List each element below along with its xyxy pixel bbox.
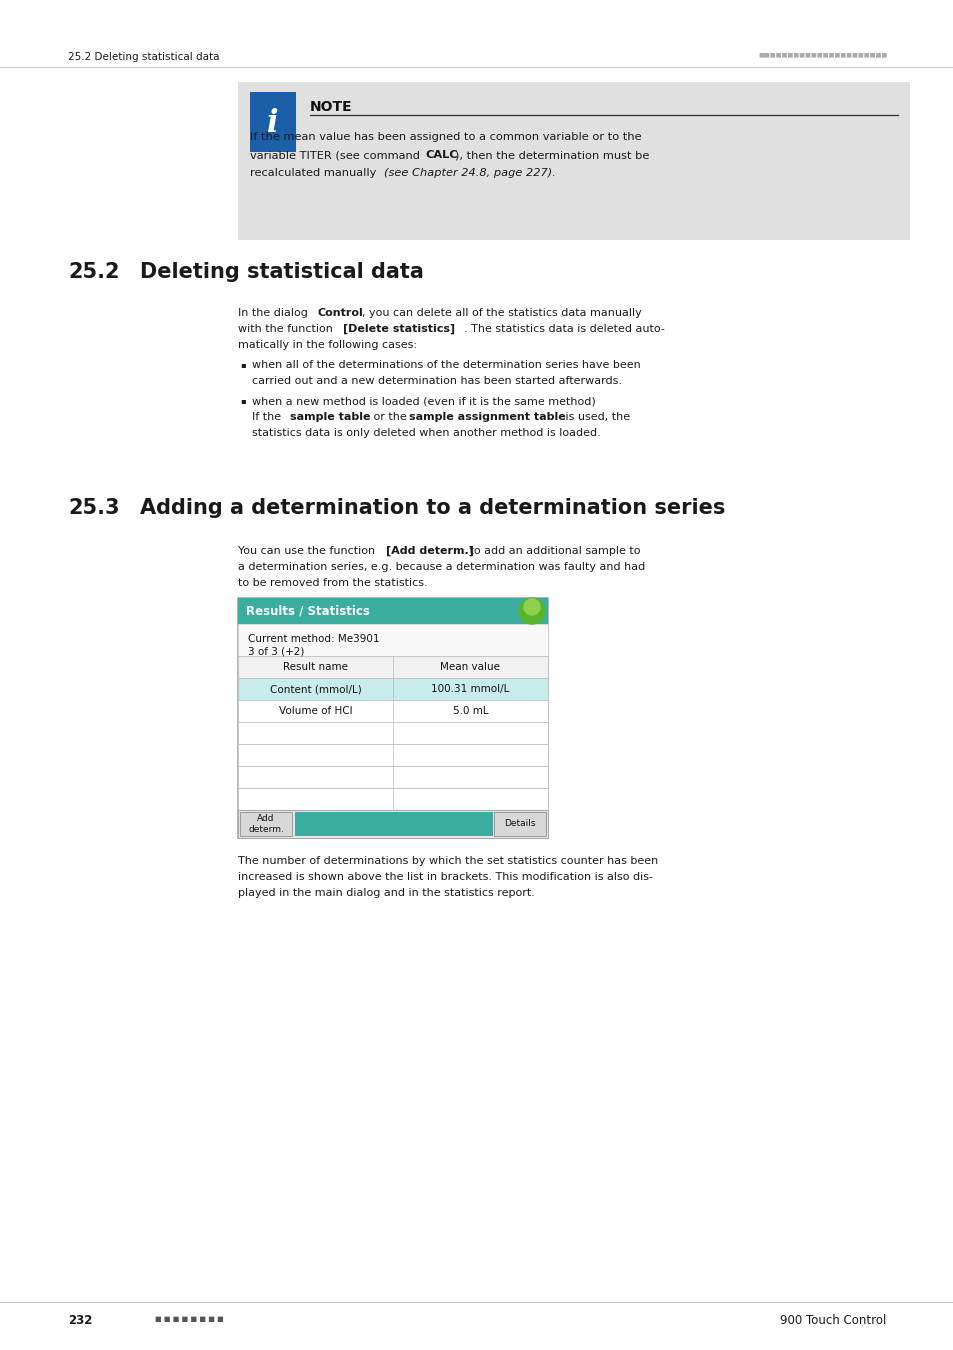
Text: ■ ■ ■ ■ ■ ■ ■ ■: ■ ■ ■ ■ ■ ■ ■ ■ <box>154 1316 224 1322</box>
Text: Result name: Result name <box>283 662 348 672</box>
Text: Results / Statistics: Results / Statistics <box>246 605 370 617</box>
Text: to add an additional sample to: to add an additional sample to <box>465 545 639 556</box>
FancyBboxPatch shape <box>237 765 547 788</box>
Text: Current method: Me3901: Current method: Me3901 <box>248 634 379 644</box>
Text: with the function: with the function <box>237 324 336 333</box>
Text: ), then the determination must be: ), then the determination must be <box>455 150 649 161</box>
Text: recalculated manually: recalculated manually <box>250 167 379 178</box>
Text: Control: Control <box>317 308 363 319</box>
Text: when a new method is loaded (even if it is the same method): when a new method is loaded (even if it … <box>252 396 595 406</box>
Text: Deleting statistical data: Deleting statistical data <box>140 262 423 282</box>
Text: If the mean value has been assigned to a common variable or to the: If the mean value has been assigned to a… <box>250 132 641 142</box>
Text: i: i <box>267 108 278 139</box>
Text: 25.3: 25.3 <box>68 498 119 518</box>
Text: CALC: CALC <box>424 150 457 161</box>
Text: ▪: ▪ <box>240 396 245 405</box>
Text: Add
determ.: Add determ. <box>248 814 284 834</box>
Text: sample assignment table: sample assignment table <box>409 412 565 423</box>
Text: The number of determinations by which the set statistics counter has been: The number of determinations by which th… <box>237 856 658 865</box>
FancyBboxPatch shape <box>237 701 547 722</box>
Text: You can use the function: You can use the function <box>237 545 378 556</box>
Text: , you can delete all of the statistics data manually: , you can delete all of the statistics d… <box>361 308 641 319</box>
Text: 5.0 mL: 5.0 mL <box>453 706 488 716</box>
Text: Content (mmol/L): Content (mmol/L) <box>270 684 361 694</box>
Text: is used, the: is used, the <box>561 412 630 423</box>
Text: played in the main dialog and in the statistics report.: played in the main dialog and in the sta… <box>237 888 535 898</box>
FancyBboxPatch shape <box>494 811 545 836</box>
FancyBboxPatch shape <box>237 788 547 810</box>
Text: ▪: ▪ <box>240 360 245 369</box>
FancyBboxPatch shape <box>237 598 547 624</box>
Text: 900 Touch Control: 900 Touch Control <box>779 1314 885 1327</box>
FancyBboxPatch shape <box>237 598 547 838</box>
FancyBboxPatch shape <box>237 82 909 240</box>
Text: [Delete statistics]: [Delete statistics] <box>343 324 455 335</box>
Text: If the: If the <box>252 412 284 423</box>
Text: sample table: sample table <box>290 412 370 423</box>
Text: Volume of HCl: Volume of HCl <box>278 706 352 716</box>
Circle shape <box>518 598 544 624</box>
Text: ■■■■■■■■■■■■■■■■■■■■■■: ■■■■■■■■■■■■■■■■■■■■■■ <box>758 53 887 57</box>
Text: NOTE: NOTE <box>310 100 353 113</box>
Text: increased is shown above the list in brackets. This modification is also dis-: increased is shown above the list in bra… <box>237 872 652 882</box>
FancyBboxPatch shape <box>237 624 547 656</box>
FancyBboxPatch shape <box>240 811 292 836</box>
Text: Adding a determination to a determination series: Adding a determination to a determinatio… <box>140 498 724 518</box>
Text: 25.2 Deleting statistical data: 25.2 Deleting statistical data <box>68 53 219 62</box>
Text: (see Chapter 24.8, page 227).: (see Chapter 24.8, page 227). <box>384 167 556 178</box>
FancyBboxPatch shape <box>237 744 547 765</box>
Text: or the: or the <box>370 412 410 423</box>
Text: 3 of 3 (+2): 3 of 3 (+2) <box>248 647 304 656</box>
FancyBboxPatch shape <box>237 656 547 678</box>
FancyBboxPatch shape <box>294 811 493 836</box>
Text: In the dialog: In the dialog <box>237 308 311 319</box>
Text: statistics data is only deleted when another method is loaded.: statistics data is only deleted when ano… <box>252 428 600 437</box>
Circle shape <box>523 599 539 616</box>
Text: variable TITER (see command: variable TITER (see command <box>250 150 423 161</box>
Text: Mean value: Mean value <box>440 662 500 672</box>
Text: [Add determ.]: [Add determ.] <box>386 545 474 556</box>
Text: 232: 232 <box>68 1314 92 1327</box>
Text: 100.31 mmol/L: 100.31 mmol/L <box>431 684 509 694</box>
Text: to be removed from the statistics.: to be removed from the statistics. <box>237 578 427 589</box>
FancyBboxPatch shape <box>237 678 547 701</box>
FancyBboxPatch shape <box>250 92 295 153</box>
FancyBboxPatch shape <box>237 810 547 838</box>
Text: 25.2: 25.2 <box>68 262 119 282</box>
Text: when all of the determinations of the determination series have been: when all of the determinations of the de… <box>252 360 640 370</box>
Text: a determination series, e.g. because a determination was faulty and had: a determination series, e.g. because a d… <box>237 562 644 572</box>
Text: matically in the following cases:: matically in the following cases: <box>237 340 416 350</box>
Text: carried out and a new determination has been started afterwards.: carried out and a new determination has … <box>252 377 621 386</box>
Text: . The statistics data is deleted auto-: . The statistics data is deleted auto- <box>463 324 664 333</box>
Text: Details: Details <box>504 819 536 829</box>
FancyBboxPatch shape <box>237 722 547 744</box>
